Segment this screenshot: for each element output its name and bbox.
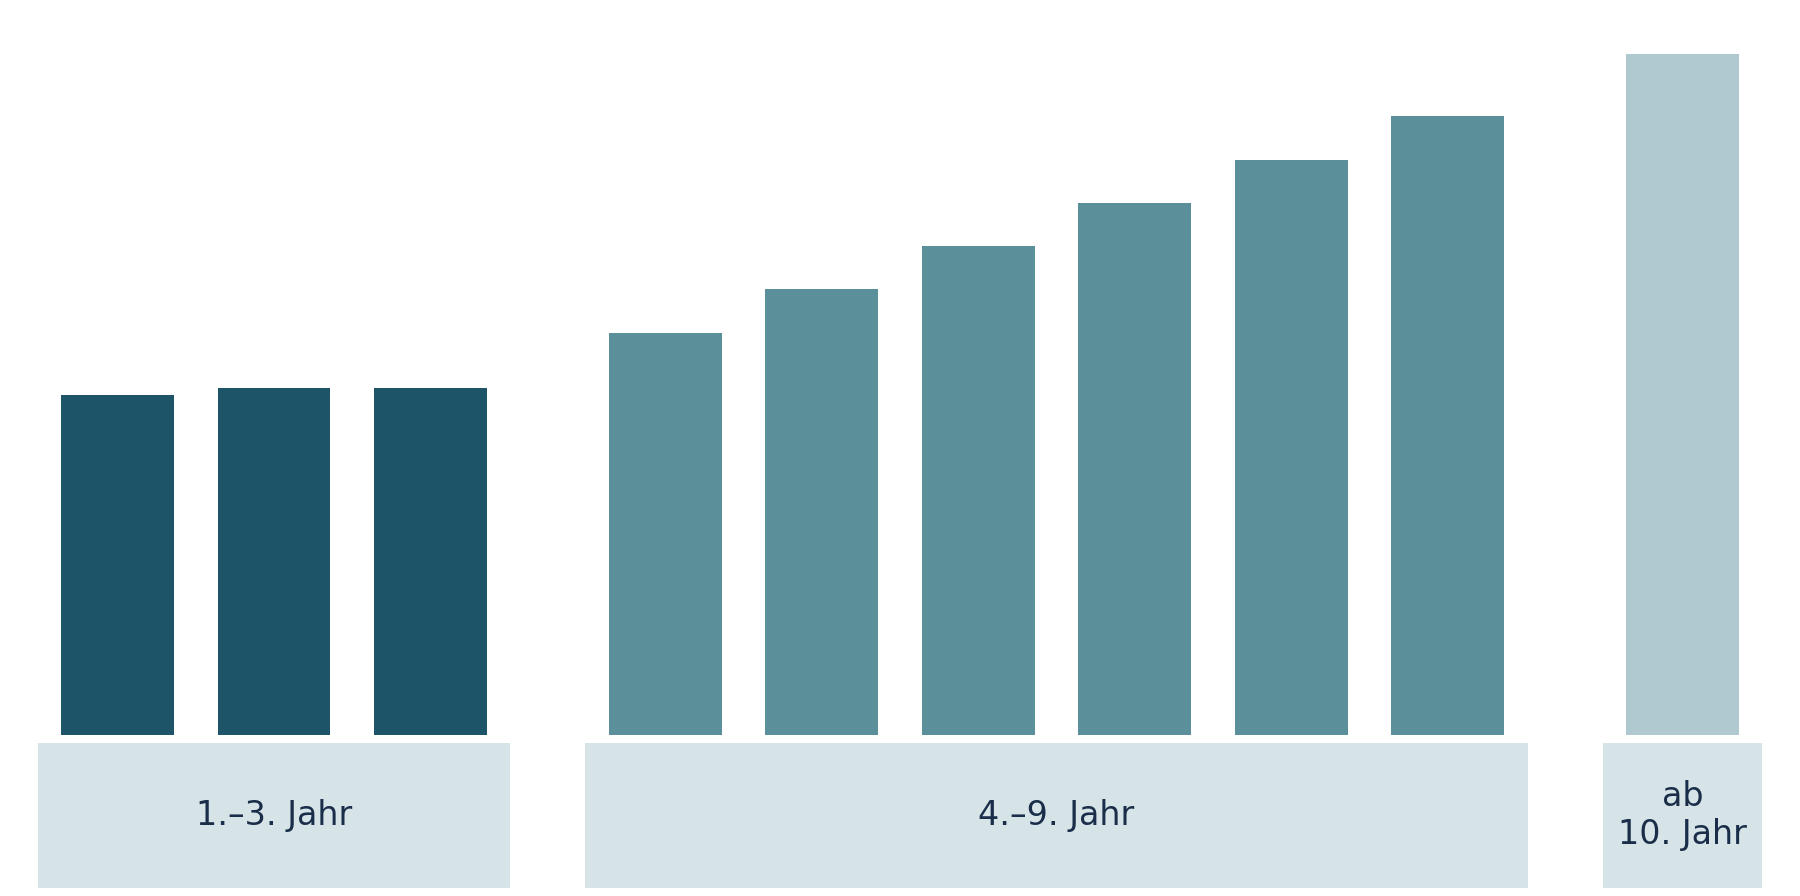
Bar bbox=[374, 388, 486, 735]
Bar bbox=[922, 246, 1035, 735]
Bar bbox=[585, 743, 1528, 888]
Bar bbox=[765, 289, 878, 735]
Bar bbox=[1528, 735, 1602, 896]
Bar bbox=[509, 735, 585, 896]
Bar bbox=[1602, 743, 1762, 888]
Text: 4.–9. Jahr: 4.–9. Jahr bbox=[979, 799, 1134, 831]
Text: 1.–3. Jahr: 1.–3. Jahr bbox=[196, 799, 353, 831]
Bar bbox=[218, 388, 329, 735]
Text: ab
10. Jahr: ab 10. Jahr bbox=[1618, 780, 1748, 851]
Bar bbox=[1078, 202, 1192, 735]
Bar bbox=[608, 332, 722, 735]
Bar bbox=[1625, 55, 1739, 735]
Bar bbox=[38, 743, 509, 888]
Bar bbox=[1391, 116, 1505, 735]
Bar bbox=[61, 394, 175, 735]
Bar bbox=[1235, 159, 1348, 735]
